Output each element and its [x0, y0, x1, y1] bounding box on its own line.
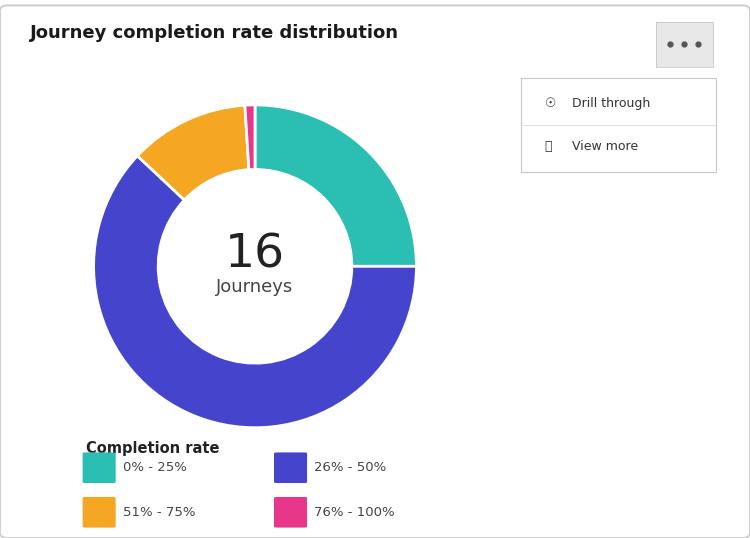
FancyBboxPatch shape [0, 5, 750, 538]
Wedge shape [94, 156, 416, 428]
Text: 26% - 50%: 26% - 50% [314, 461, 387, 474]
Text: 16: 16 [225, 232, 285, 278]
Text: Journeys: Journeys [216, 278, 294, 296]
Text: Completion rate: Completion rate [86, 441, 220, 456]
Text: 76% - 100%: 76% - 100% [314, 506, 395, 519]
FancyBboxPatch shape [274, 497, 307, 528]
Text: Drill through: Drill through [572, 97, 650, 110]
Wedge shape [255, 105, 416, 266]
Text: Journey completion rate distribution: Journey completion rate distribution [30, 24, 399, 42]
Wedge shape [244, 105, 255, 169]
Text: 51% - 75%: 51% - 75% [123, 506, 196, 519]
Text: View more: View more [572, 140, 638, 153]
Text: ⌕: ⌕ [544, 140, 552, 153]
Text: ☉: ☉ [544, 97, 556, 110]
Text: 0% - 25%: 0% - 25% [123, 461, 187, 474]
FancyBboxPatch shape [82, 452, 116, 483]
FancyBboxPatch shape [82, 497, 116, 528]
Wedge shape [137, 105, 249, 200]
FancyBboxPatch shape [274, 452, 307, 483]
